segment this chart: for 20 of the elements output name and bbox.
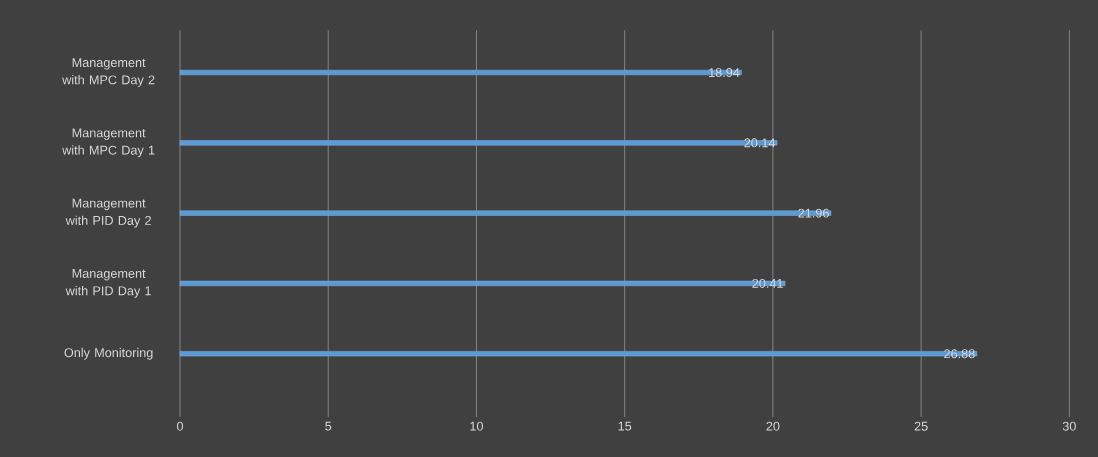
y-tick-label: Only Monitoring [64, 347, 153, 360]
x-tick-label: 10 [470, 421, 483, 431]
y-tick-label: Management with PID Day 2 [65, 198, 151, 228]
x-tick-label: 0 [176, 421, 184, 431]
y-tick-label: Management with MPC Day 1 [62, 128, 155, 158]
y-tick-label: Management with MPC Day 2 [62, 58, 155, 87]
x-tick-label: 30 [1062, 421, 1076, 431]
data-label: 20.41 [752, 278, 783, 288]
x-tick-label: 20 [766, 421, 780, 431]
bar [179, 69, 742, 76]
y-tick-label: Management with PID Day 1 [65, 269, 151, 298]
x-tick-label: 15 [618, 421, 632, 431]
x-tick-label: 5 [325, 421, 332, 431]
data-label: 18.94 [709, 68, 740, 78]
bar [179, 210, 832, 216]
bar [179, 351, 978, 357]
bar [179, 140, 778, 146]
data-label: 21.96 [798, 208, 829, 218]
x-tick-label: 25 [914, 421, 928, 431]
bar [179, 280, 786, 287]
